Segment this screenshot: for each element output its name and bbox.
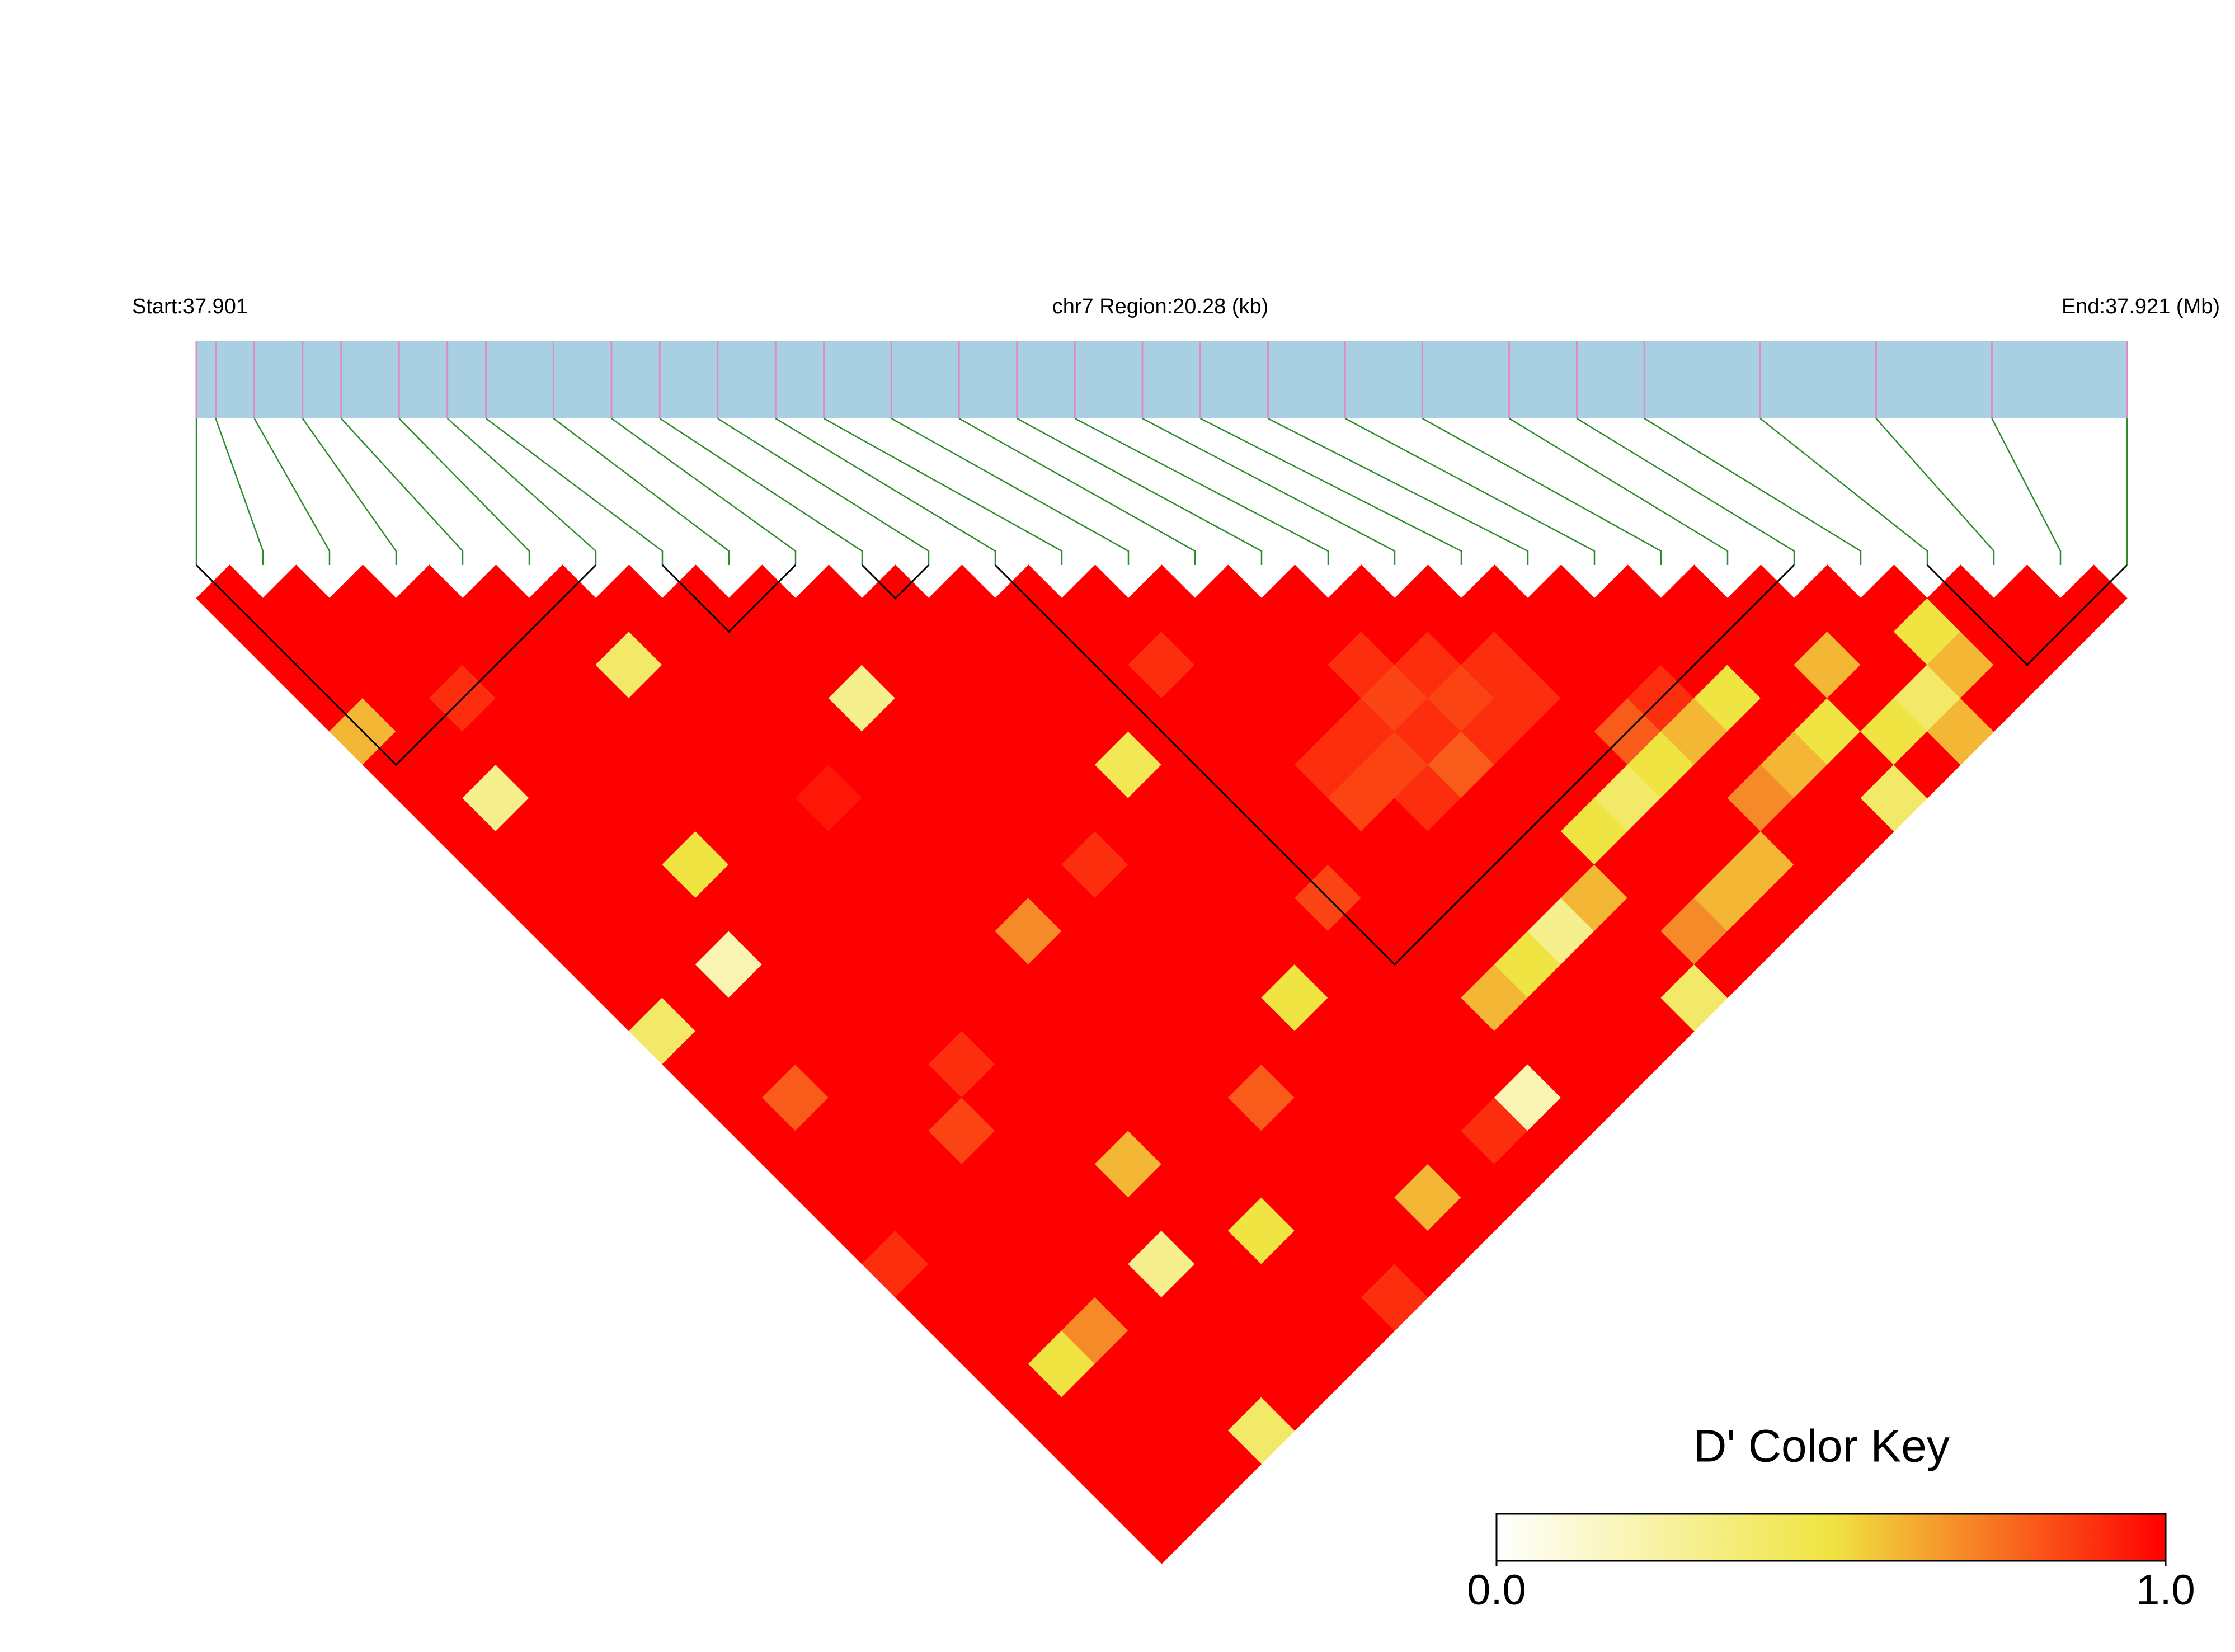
- snp-connector: [302, 418, 397, 565]
- end-label: End:37.921 (Mb): [2062, 295, 2220, 318]
- color-key: [1495, 1513, 2167, 1562]
- snp-connector: [775, 417, 996, 565]
- haplotype-block: [861, 564, 930, 600]
- start-label: Start:37.901: [132, 295, 248, 318]
- snp-connector: [823, 417, 1063, 565]
- haplotype-block: [195, 564, 597, 766]
- ld-cells: [196, 564, 2128, 1564]
- key-tick-label: 1.0: [2136, 1566, 2195, 1614]
- snp-connector: [215, 418, 264, 565]
- snp-connector: [1074, 417, 1329, 565]
- snp-connector: [553, 418, 730, 565]
- legend-title: D' Color Key: [1693, 1421, 1950, 1472]
- snp-connector: [1644, 417, 1862, 565]
- snp-connector: [717, 417, 930, 565]
- snp-connector: [340, 418, 464, 565]
- region-bar: [196, 341, 2127, 418]
- snp-connector: [1199, 417, 1462, 565]
- snp-connector: [1759, 418, 1928, 565]
- snp-connector: [1576, 417, 1795, 565]
- snp-connector: [398, 418, 530, 565]
- key-tick-label: 0.0: [1467, 1566, 1526, 1614]
- haplotype-block: [1926, 564, 2128, 666]
- haplotype-block: [661, 564, 797, 633]
- snp-connector: [1422, 417, 1662, 565]
- snp-connector: [485, 418, 664, 565]
- snp-connector: [958, 417, 1196, 565]
- snp-connector: [1142, 417, 1396, 565]
- haplotype-block: [994, 564, 1795, 966]
- snp-connector: [1509, 417, 1729, 565]
- snp-connector: [1267, 417, 1529, 565]
- snp-connector: [446, 418, 597, 565]
- snp-connector: [1875, 418, 1995, 565]
- snp-connector: [1344, 417, 1596, 565]
- snp-connector: [1017, 417, 1263, 565]
- snp-connector: [659, 417, 863, 565]
- snp-connector: [611, 417, 797, 565]
- snp-connector: [1991, 418, 2062, 565]
- snp-connector: [253, 418, 331, 565]
- chart-title: chr7 Region:20.28 (kb): [1052, 295, 1269, 318]
- snp-connector: [891, 417, 1130, 565]
